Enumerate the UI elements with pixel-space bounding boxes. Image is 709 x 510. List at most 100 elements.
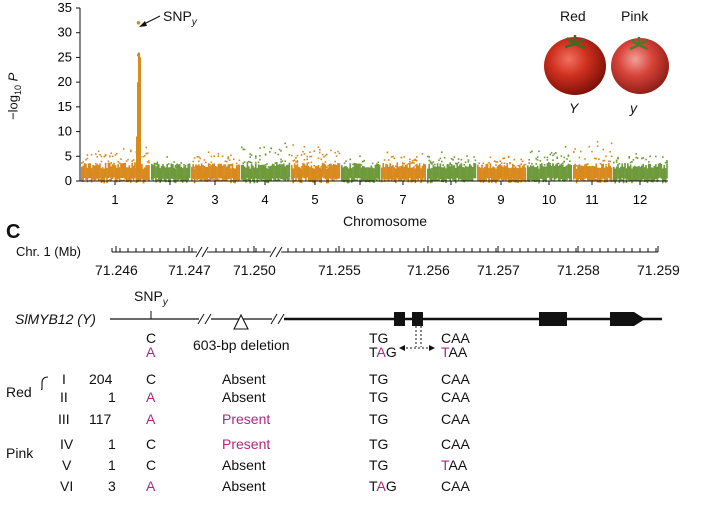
snp-point-band (428, 163, 430, 179)
snp-point (628, 157, 630, 159)
snp-point-band (463, 167, 465, 183)
snp-point-band (104, 162, 107, 178)
snp-point (450, 158, 453, 160)
snp-point (436, 178, 439, 181)
snp-point (493, 160, 496, 162)
snp-point-band (86, 167, 89, 183)
snp-point (574, 148, 576, 150)
snp-point-band (631, 168, 633, 184)
snp-point (146, 152, 149, 154)
snp-point-band (436, 163, 439, 179)
snp-point (238, 159, 241, 162)
snp-point (509, 162, 511, 165)
snp-point-band (198, 164, 200, 179)
snp-point-band (116, 167, 118, 183)
snp-point (267, 166, 270, 168)
snp-point-band (245, 167, 247, 183)
haplotype-count: 1 (108, 389, 116, 405)
snp-point-band (473, 163, 475, 178)
snp-point (664, 161, 667, 164)
snp-point (467, 159, 470, 161)
snp-point-band (256, 168, 258, 183)
x-axis-label: Chromosome (343, 213, 428, 229)
snp-point (550, 151, 553, 154)
haplotype-caa: CAA (441, 411, 470, 427)
snp-point (291, 154, 293, 157)
snp-point (95, 162, 97, 165)
snp-point (407, 163, 410, 165)
snp-point-band (381, 167, 383, 183)
snp-point-band (663, 164, 665, 180)
snp-point (467, 160, 470, 163)
snp-point (203, 159, 206, 161)
snp-point (127, 158, 129, 161)
x-tick-label: 11 (585, 192, 599, 207)
snp-point-band (334, 164, 336, 180)
snp-point-band (165, 167, 167, 183)
snp-point-band (370, 165, 372, 181)
snp-point (259, 158, 261, 161)
snp-point (313, 164, 315, 167)
snp-point (556, 157, 558, 159)
snp-point (632, 159, 635, 161)
snp-point-band (248, 166, 250, 181)
snp-point-band (219, 163, 221, 179)
snp-point-band (486, 163, 489, 179)
snp-point (85, 158, 87, 161)
snp-point (309, 155, 311, 158)
snp-point-band (549, 165, 551, 180)
snp-point (209, 163, 211, 166)
snp-point (596, 141, 599, 143)
snp-point-band (299, 168, 301, 183)
snp-point-band (519, 164, 521, 180)
snp-point-band (217, 163, 220, 179)
x-tick-label: 5 (311, 192, 318, 207)
snp-point (300, 154, 303, 156)
snp-point-band (88, 163, 90, 179)
snp-point (352, 163, 354, 166)
snp-point (613, 161, 615, 164)
snp-point (359, 155, 361, 157)
snp-point-band (613, 166, 615, 182)
snp-point-band (243, 166, 246, 182)
snp-point (495, 161, 497, 163)
snp-point-band (657, 163, 660, 179)
snp-point-band (210, 165, 213, 180)
snp-point (570, 165, 572, 167)
snp-point (591, 150, 593, 153)
snp-point-band (632, 166, 635, 182)
snp-point (587, 163, 589, 165)
snp-point (132, 159, 135, 161)
x-tick-label: 3 (211, 192, 218, 207)
snp-point-band (505, 166, 507, 182)
ruler-label: 71.257 (477, 262, 520, 278)
snp-point (432, 161, 435, 163)
snp-point-band (313, 168, 315, 184)
snp-point (552, 159, 554, 161)
snp-point-band (123, 163, 125, 178)
snp-point-band (452, 165, 454, 181)
snp-point (333, 179, 335, 181)
group-pink: Pink (6, 445, 34, 461)
snp-point (97, 150, 100, 153)
haplotype-tg: TG (369, 389, 389, 405)
snp-point-band (434, 166, 436, 182)
snp-point-band (213, 163, 215, 179)
snp-point-band (369, 167, 371, 183)
snp-point-band (331, 165, 334, 181)
snp-point-band (207, 163, 210, 178)
snp-point (281, 160, 284, 162)
snp-point (287, 179, 289, 181)
snp-point-band (103, 168, 105, 184)
snp-point (599, 163, 602, 165)
snp-point-band (328, 163, 331, 179)
snp-point-band (532, 165, 535, 181)
snp-point-band (192, 164, 194, 179)
snp-point (280, 161, 282, 163)
tag-t: T (369, 344, 377, 360)
snp-point-band (542, 167, 544, 183)
snp-point (284, 160, 286, 162)
snp-point-band (228, 164, 231, 179)
snp-point-band (231, 163, 234, 179)
snp-point (330, 177, 332, 180)
